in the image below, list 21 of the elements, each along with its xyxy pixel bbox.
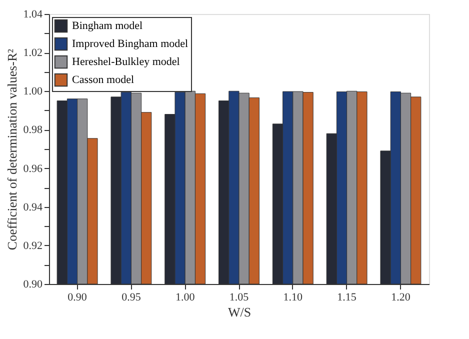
- y-tick-label: 0.98: [23, 124, 43, 136]
- y-tick-label: 0.94: [23, 201, 43, 214]
- x-tick-label: 1.20: [391, 292, 411, 304]
- y-tick-label: 0.92: [23, 240, 42, 252]
- y-tick-label: 0.96: [23, 162, 43, 175]
- x-tick-label: 1.10: [283, 292, 304, 304]
- y-axis-title: Coefficient of determination values-R²: [4, 48, 20, 250]
- legend-label: Hereshel-Bulkley model: [72, 56, 180, 68]
- legend-label: Bingham model: [72, 20, 143, 32]
- legend-label: Improved Bingham model: [72, 38, 188, 50]
- y-tick-label: 1.00: [23, 86, 43, 98]
- legend-label: Casson model: [72, 74, 134, 86]
- x-axis-title: W/S: [228, 304, 252, 320]
- x-tick-label: 1.05: [229, 292, 250, 304]
- y-tick-label: 1.04: [23, 8, 43, 20]
- y-tick-label: 0.90: [23, 278, 43, 290]
- x-tick-label: 1.00: [175, 292, 196, 304]
- x-tick-label: 0.90: [68, 292, 88, 304]
- x-tick-label: 0.95: [122, 292, 142, 304]
- x-tick-label: 1.15: [337, 292, 357, 304]
- y-tick-label: 1.02: [23, 47, 42, 60]
